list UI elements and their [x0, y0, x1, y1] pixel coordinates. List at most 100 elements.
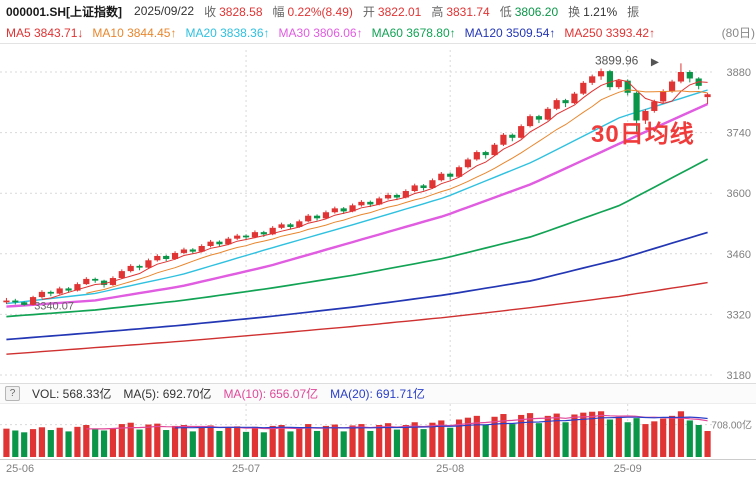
volume-bar — [438, 420, 445, 457]
candle — [189, 249, 196, 252]
candle — [349, 205, 356, 212]
volume-bar — [145, 424, 152, 457]
candle — [21, 302, 28, 305]
volume-bar — [251, 426, 259, 457]
volume-bar — [65, 431, 72, 457]
candle — [367, 201, 374, 205]
quote-field-5: 换 1.21% — [568, 5, 617, 19]
quote-field-label: 收 — [204, 4, 217, 19]
candle — [127, 265, 134, 272]
quote-field-value: 1.21% — [583, 4, 618, 19]
volume-chart[interactable]: 708.00亿 — [0, 404, 756, 459]
volume-bar — [695, 425, 702, 457]
quote-header: 000001.SH[上证指数] 2025/09/22 收 3828.58 幅 0.22… — [0, 0, 756, 22]
quote-field-label: 幅 — [272, 4, 285, 19]
volume-bar — [411, 422, 418, 457]
candle — [358, 201, 365, 206]
candle — [65, 288, 72, 291]
volume-bar — [624, 422, 631, 457]
candle — [544, 108, 551, 120]
candle — [136, 265, 143, 268]
volume-legend-0: VOL: 568.33亿 — [32, 387, 112, 401]
candlestick-chart[interactable]: 3880 3740 3600 3460 3320 3180 3340.07 3899.96 — [0, 44, 756, 383]
candle — [402, 191, 409, 198]
high-price-annotation: 3899.96 — [595, 53, 639, 67]
ma-line-ma120 — [6, 231, 708, 341]
quote-field-value: 3831.74 — [446, 4, 490, 19]
candle — [251, 232, 259, 238]
volume-bars — [3, 411, 711, 457]
candle — [420, 185, 427, 189]
volume-bar — [154, 423, 161, 457]
ma-line-ma60 — [6, 158, 708, 318]
volume-bar — [340, 431, 347, 457]
candle — [411, 185, 418, 192]
volume-bar — [562, 422, 569, 457]
high-annotation-arrow-icon — [650, 58, 659, 67]
candle — [171, 252, 179, 259]
candle — [438, 173, 445, 181]
candle — [447, 173, 454, 177]
volume-bar — [526, 413, 534, 457]
help-icon[interactable]: ? — [5, 386, 20, 401]
volume-header: ? VOL: 568.33亿 MA(5): 692.70亿 MA(10): 656.… — [0, 383, 756, 404]
volume-bar — [473, 415, 480, 457]
quote-field-value: 0.22%(8.49) — [287, 4, 353, 19]
volume-bar — [331, 424, 338, 457]
volume-bar — [3, 428, 10, 457]
candle — [526, 116, 534, 127]
candle — [624, 80, 631, 93]
candle — [234, 235, 241, 239]
candle — [154, 255, 161, 261]
candle — [216, 241, 223, 245]
volume-bar — [216, 430, 223, 457]
candle — [322, 212, 330, 219]
quote-field-label: 换 — [568, 4, 581, 19]
price-axis-label: 3880 — [727, 67, 751, 79]
volume-bar — [92, 429, 99, 457]
candle — [376, 198, 383, 205]
ma-legend-ma5: MA5 3843.71↓ — [6, 25, 84, 40]
volume-bar — [47, 430, 54, 457]
volume-bar — [615, 416, 622, 457]
quote-field-value: 3828.58 — [219, 4, 263, 19]
volume-bar — [384, 423, 392, 457]
candle — [606, 71, 614, 88]
candle — [278, 224, 285, 228]
candle — [12, 300, 19, 303]
quote-field-3: 高 3831.74 — [431, 5, 489, 19]
candle — [482, 152, 489, 156]
x-axis-label-25-06: 25-06 — [6, 463, 35, 475]
main-chart-area: 3880 3740 3600 3460 3320 3180 3340.07 3899.96 3… — [0, 44, 756, 383]
volume-axis-label: 708.00亿 — [711, 419, 752, 432]
volume-bar — [109, 428, 117, 457]
quote-field-6: 振 — [627, 5, 642, 19]
candle — [651, 101, 658, 111]
volume-bar — [464, 417, 472, 457]
ma-legend-ma60: MA60 3678.80↑ — [371, 25, 456, 40]
volume-bar — [83, 425, 90, 457]
candle — [47, 291, 54, 294]
volume-bar — [242, 431, 250, 457]
candle — [518, 126, 525, 138]
candle — [455, 167, 463, 177]
volume-bar — [553, 413, 560, 457]
volume-ma-lines — [86, 414, 708, 430]
candle — [429, 180, 436, 189]
quote-field-0: 收 3828.58 — [204, 5, 262, 19]
candle — [83, 278, 90, 285]
price-axis-label: 3320 — [727, 309, 751, 321]
ma-legend-ma20: MA20 3838.36↑ — [185, 25, 270, 40]
volume-bar — [686, 420, 693, 457]
quote-field-label: 开 — [362, 4, 375, 19]
candle — [3, 300, 10, 303]
candle — [118, 271, 125, 279]
candle — [38, 291, 46, 298]
candle — [384, 194, 392, 199]
volume-bar — [12, 430, 19, 457]
price-axis-label: 3740 — [727, 128, 751, 140]
volume-bar — [322, 425, 330, 457]
volume-bar — [651, 421, 658, 457]
quote-fields: 收 3828.58 幅 0.22%(8.49) 开 3822.01 高 3831.74 低 380… — [194, 3, 642, 20]
